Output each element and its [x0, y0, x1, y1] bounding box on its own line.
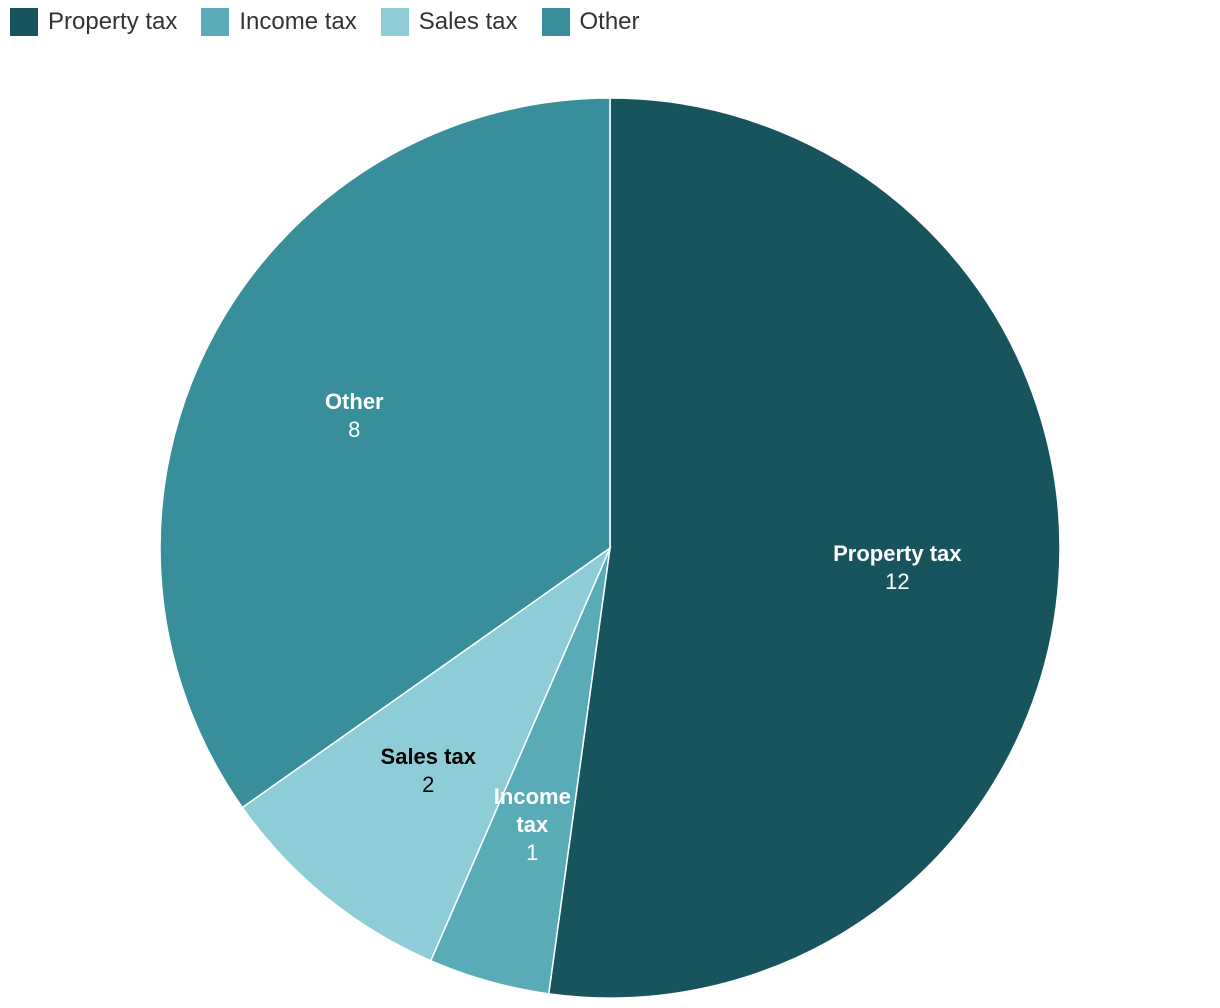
legend-item: Property tax	[10, 8, 177, 36]
data-label-value: 12	[885, 568, 910, 594]
legend-swatch	[201, 8, 230, 36]
data-label-name: Income tax	[493, 784, 571, 838]
legend-label: Income tax	[239, 8, 357, 35]
pie-slice	[241, 545, 612, 962]
data-label-name: Property tax	[833, 540, 962, 566]
data-label-name: Other	[324, 388, 384, 414]
legend-label: Other	[579, 8, 640, 35]
legend-item: Other	[541, 8, 640, 36]
legend-swatch	[380, 8, 409, 36]
legend-item: Sales tax	[380, 8, 518, 36]
data-label: Sales tax 2	[381, 743, 476, 799]
data-label: Income tax 1	[492, 783, 572, 867]
data-label: Property tax 12	[833, 540, 961, 596]
pie-slice	[547, 97, 1061, 999]
data-label-value: 8	[348, 416, 361, 442]
data-label-name: Sales tax	[380, 744, 476, 770]
pie-slice	[159, 97, 611, 809]
legend-swatch	[541, 8, 570, 36]
data-label: Other 8	[325, 388, 384, 444]
legend-label: Property tax	[48, 8, 178, 35]
legend: Property tax Income tax Sales tax Other	[10, 8, 640, 36]
data-label-value: 2	[422, 772, 435, 798]
legend-swatch	[10, 8, 38, 36]
legend-label: Sales tax	[418, 8, 518, 35]
legend-item: Income tax	[201, 8, 357, 36]
data-label-value: 1	[526, 840, 539, 866]
